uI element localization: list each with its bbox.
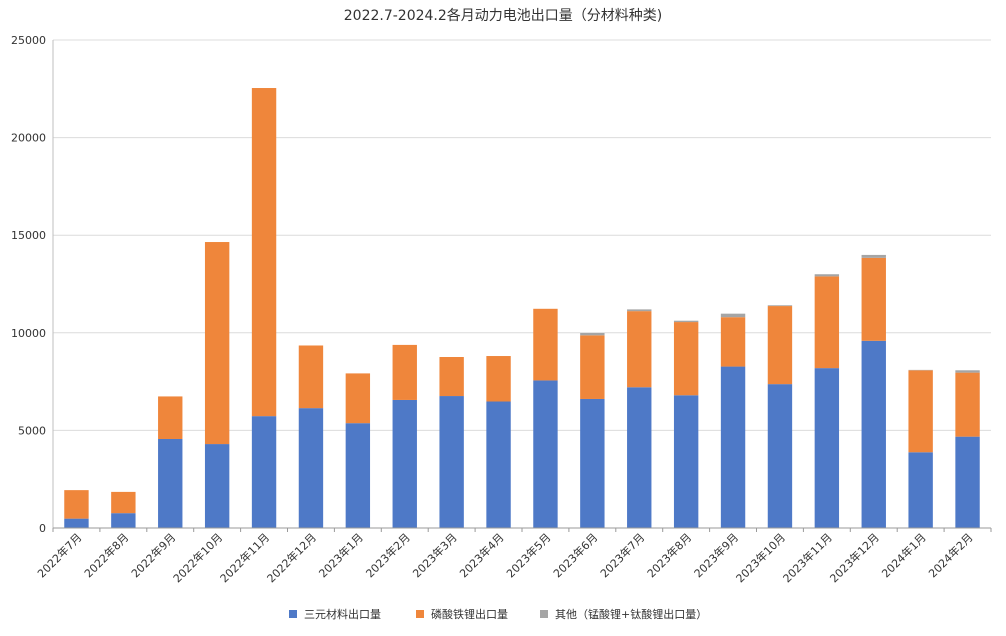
x-tick-label: 2023年3月 — [410, 530, 460, 580]
x-tick-label: 2023年7月 — [597, 530, 647, 580]
bar-segment — [955, 373, 979, 437]
x-tick-label: 2023年8月 — [644, 530, 694, 580]
x-tick-label: 2023年5月 — [503, 530, 553, 580]
x-tick-label: 2024年1月 — [879, 530, 929, 580]
bar-segment — [768, 305, 792, 306]
x-tick-label: 2024年2月 — [925, 530, 975, 580]
y-tick-label: 25000 — [11, 34, 46, 47]
bar-segment — [955, 370, 979, 372]
x-tick-label: 2022年10月 — [170, 530, 225, 585]
bar-segment — [580, 399, 604, 528]
bar-segment — [299, 345, 323, 408]
x-tick-label: 2023年11月 — [780, 530, 835, 585]
bar-segment — [393, 345, 417, 400]
legend-label: 三元材料出口量 — [304, 607, 381, 621]
bar-segment — [299, 408, 323, 528]
x-tick-label: 2023年10月 — [733, 530, 788, 585]
legend-swatch — [416, 610, 424, 618]
x-tick-label: 2023年12月 — [827, 530, 882, 585]
x-tick-label: 2022年7月 — [34, 530, 84, 580]
bar-segment — [439, 357, 463, 396]
bar-segment — [111, 513, 135, 528]
bar-segment — [721, 317, 745, 366]
x-tick-label: 2023年6月 — [550, 530, 600, 580]
bar-segment — [862, 255, 886, 258]
chart-title: 2022.7-2024.2各月动力电池出口量（分材料种类) — [344, 8, 663, 24]
legend-label: 其他（锰酸锂+钛酸锂出口量） — [555, 607, 707, 621]
x-tick-label: 2022年8月 — [81, 530, 131, 580]
bar-segment — [486, 356, 510, 401]
bar-segment — [205, 444, 229, 528]
bar-segment — [674, 395, 698, 528]
bar-segment — [533, 309, 557, 381]
bar-segment — [815, 274, 839, 276]
bar-segment — [674, 322, 698, 395]
bar-segment — [721, 367, 745, 528]
legend-swatch — [540, 610, 548, 618]
bar-segment — [862, 258, 886, 341]
bars-layer — [64, 88, 979, 528]
bar-segment — [158, 396, 182, 439]
bar-segment — [815, 368, 839, 528]
bar-segment — [346, 373, 370, 423]
bar-segment — [721, 314, 745, 318]
legend: 三元材料出口量 磷酸铁锂出口量 其他（锰酸锂+钛酸锂出口量） — [289, 607, 707, 621]
bar-segment — [862, 341, 886, 528]
bar-segment — [393, 400, 417, 528]
y-tick-label: 20000 — [11, 132, 46, 145]
bar-segment — [486, 402, 510, 528]
x-tick-label: 2023年9月 — [691, 530, 741, 580]
y-tick-label: 5000 — [18, 424, 46, 437]
bar-segment — [908, 370, 932, 452]
grid-layer — [53, 40, 991, 430]
x-tick-label: 2023年1月 — [316, 530, 366, 580]
bar-segment — [111, 492, 135, 513]
bar-segment — [627, 311, 651, 387]
bar-segment — [627, 387, 651, 528]
y-tick-label: 15000 — [11, 229, 46, 242]
bar-segment — [955, 437, 979, 528]
bar-segment — [768, 384, 792, 528]
x-tick-label: 2022年9月 — [128, 530, 178, 580]
x-tick-label: 2022年11月 — [217, 530, 272, 585]
bar-segment — [252, 88, 276, 416]
y-tick-label: 0 — [39, 522, 46, 535]
y-tick-label: 10000 — [11, 327, 46, 340]
bar-segment — [533, 380, 557, 528]
bar-segment — [580, 335, 604, 399]
bar-segment — [346, 423, 370, 528]
bar-segment — [205, 242, 229, 444]
x-tick-label: 2023年4月 — [456, 530, 506, 580]
bar-segment — [158, 439, 182, 528]
legend-label: 磷酸铁锂出口量 — [431, 607, 508, 621]
bar-segment — [439, 396, 463, 528]
x-tick-label: 2023年2月 — [363, 530, 413, 580]
bar-segment — [627, 309, 651, 311]
bar-segment — [64, 519, 88, 528]
bar-segment — [768, 306, 792, 384]
bar-segment — [908, 452, 932, 528]
bar-segment — [674, 321, 698, 322]
x-tick-label: 2022年12月 — [264, 530, 319, 585]
bar-segment — [252, 416, 276, 528]
bar-segment — [815, 276, 839, 368]
bar-segment — [64, 490, 88, 518]
bar-segment — [580, 333, 604, 335]
legend-swatch — [289, 610, 297, 618]
